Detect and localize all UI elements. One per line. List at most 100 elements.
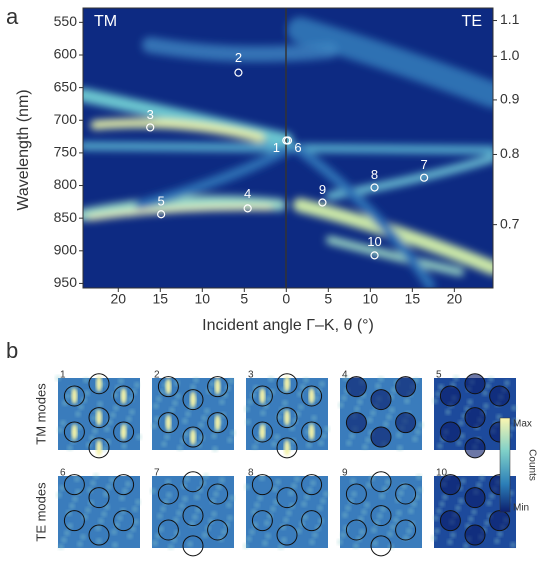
- speckle: [278, 544, 284, 550]
- speckle: [346, 440, 352, 446]
- y2-tick-label: 0.9: [500, 91, 520, 107]
- speckle: [512, 418, 518, 424]
- mode-number: 3: [248, 370, 254, 381]
- x-tick-label: 5: [240, 291, 248, 307]
- speckle: [268, 376, 274, 382]
- speckle: [247, 399, 253, 405]
- x-tick-label: 15: [405, 291, 421, 307]
- y2-tick-label: 0.7: [500, 215, 520, 231]
- hole: [439, 474, 461, 496]
- speckle: [416, 474, 422, 480]
- speckle: [318, 518, 324, 524]
- speckle: [67, 445, 73, 451]
- speckle: [337, 539, 343, 545]
- speckle: [404, 398, 410, 404]
- speckle: [321, 433, 327, 439]
- speckle: [389, 407, 395, 413]
- y-tick-label: 900: [54, 242, 78, 258]
- hole: [489, 385, 511, 407]
- speckle: [364, 502, 370, 508]
- speckle: [75, 411, 81, 417]
- speckle: [179, 503, 185, 509]
- speckle: [95, 525, 101, 531]
- speckle: [310, 480, 316, 486]
- speckle: [244, 484, 250, 490]
- speckle: [153, 403, 159, 409]
- y-axis-label: Wavelength (nm): [15, 89, 32, 210]
- speckle: [433, 515, 439, 521]
- speckle: [408, 508, 414, 514]
- y-tick-label: 700: [54, 111, 78, 127]
- speckle: [74, 476, 80, 482]
- lobe: [71, 424, 78, 440]
- hole: [63, 474, 85, 496]
- speckle: [83, 377, 89, 383]
- speckle: [117, 515, 123, 521]
- mode-label: 9: [319, 182, 326, 197]
- speckle: [485, 383, 491, 389]
- speckle: [227, 437, 233, 443]
- y-tick-label: 800: [54, 176, 78, 192]
- speckle: [125, 481, 131, 487]
- hole: [370, 535, 392, 557]
- y2-tick-label: 0.8: [500, 145, 520, 161]
- speckle: [260, 410, 266, 416]
- speckle: [165, 479, 171, 485]
- hole: [182, 505, 204, 527]
- speckle: [119, 495, 125, 501]
- speckle: [271, 441, 277, 447]
- speckle: [319, 381, 325, 387]
- mode-label: 4: [244, 186, 251, 201]
- lobe: [120, 424, 127, 440]
- speckle: [202, 532, 208, 538]
- lobe: [284, 375, 290, 392]
- lobe: [165, 414, 172, 431]
- speckle: [483, 403, 489, 409]
- speckle: [350, 478, 356, 484]
- x-tick-label: 0: [282, 291, 290, 307]
- lobe: [190, 391, 196, 408]
- x-tick-label: 15: [153, 291, 169, 307]
- speckle: [272, 486, 278, 492]
- speckle: [61, 537, 67, 543]
- speckle: [283, 517, 289, 523]
- speckle: [309, 539, 315, 545]
- hole: [88, 373, 110, 395]
- mode-label: 3: [147, 107, 154, 122]
- speckle: [177, 445, 183, 451]
- speckle: [97, 401, 103, 407]
- speckle: [64, 530, 70, 536]
- speckle: [166, 492, 172, 498]
- speckle: [486, 500, 492, 506]
- speckle: [201, 415, 207, 421]
- speckle: [57, 427, 63, 433]
- speckle: [450, 532, 456, 538]
- hole: [113, 421, 135, 443]
- hole: [345, 483, 367, 505]
- speckle: [222, 392, 228, 398]
- hole: [157, 412, 179, 434]
- x-tick-label: 20: [447, 291, 463, 307]
- speckle: [227, 515, 233, 521]
- speckle: [323, 491, 329, 497]
- speckle: [129, 409, 135, 415]
- hole: [182, 426, 204, 448]
- speckle: [439, 501, 445, 507]
- speckle: [383, 421, 389, 427]
- mode-point: [420, 173, 429, 182]
- mode-number: 9: [342, 468, 348, 479]
- speckle: [203, 473, 209, 479]
- hole: [464, 407, 486, 429]
- speckle: [121, 443, 127, 449]
- x-tick-label: 10: [195, 291, 211, 307]
- speckle: [168, 544, 174, 550]
- lobe: [284, 409, 290, 426]
- hole: [182, 471, 204, 493]
- speckle: [190, 384, 196, 390]
- lobe: [190, 429, 196, 446]
- speckle: [282, 400, 288, 406]
- speckle: [187, 541, 193, 547]
- speckle: [252, 522, 258, 528]
- speckle: [243, 543, 249, 549]
- speckle: [184, 476, 190, 482]
